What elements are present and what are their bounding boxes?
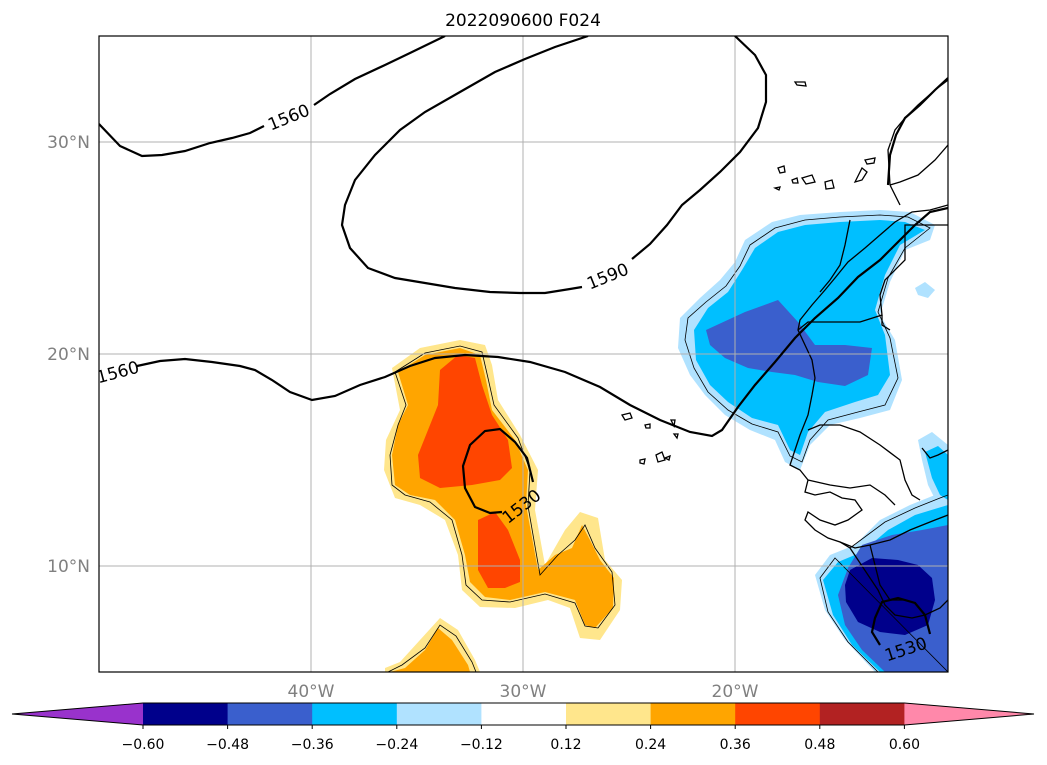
colorbar-segment bbox=[396, 703, 482, 725]
shade-neg-mid bbox=[694, 220, 925, 455]
thin-outline-positive-south bbox=[387, 624, 477, 672]
canary-island-8 bbox=[773, 186, 781, 191]
lon-label-30w: 30°W bbox=[500, 682, 547, 702]
negative-anomaly-region bbox=[678, 210, 948, 672]
colorbar-extend-high bbox=[904, 703, 1034, 725]
canary-island-7 bbox=[864, 157, 876, 165]
cape-verde-1 bbox=[620, 412, 633, 421]
contour-label-1590: 1590 bbox=[584, 260, 632, 295]
cape-verde-7 bbox=[663, 454, 671, 461]
colorbar-extend-low bbox=[12, 703, 143, 725]
thin-outline-positive bbox=[389, 345, 616, 629]
colorbar-tick-label: 0.48 bbox=[804, 737, 835, 753]
coastlines bbox=[620, 79, 948, 619]
cape-verde-4 bbox=[672, 433, 679, 440]
cape-verde-5 bbox=[639, 458, 646, 465]
country-border-iberia bbox=[889, 184, 901, 206]
colorbar-tick-label: −0.60 bbox=[122, 737, 165, 753]
lat-label-10n: 10°N bbox=[47, 557, 90, 577]
thin-outline-negative bbox=[684, 214, 931, 463]
canary-island-5 bbox=[824, 179, 835, 190]
shade-neg-small-patch bbox=[915, 282, 935, 298]
contour-1530-center bbox=[461, 427, 535, 515]
cape-verde-3 bbox=[669, 419, 676, 429]
shade-neg-max bbox=[845, 558, 935, 635]
country-borders-southwest bbox=[839, 514, 948, 549]
country-borders-mauritania bbox=[881, 315, 891, 331]
lon-label-20w: 20°W bbox=[712, 682, 759, 702]
canary-island-6 bbox=[853, 166, 868, 184]
thin-contours bbox=[387, 214, 948, 672]
positive-anomaly-region bbox=[384, 340, 622, 672]
map-title: 2022090600 F024 bbox=[445, 11, 601, 31]
country-borders-south bbox=[869, 544, 905, 601]
western-sahara-border bbox=[819, 219, 851, 293]
country-borders-east bbox=[921, 447, 948, 459]
country-borders-north bbox=[797, 224, 948, 331]
contour-1560-north bbox=[99, 36, 446, 158]
colorbar-tick-label: −0.24 bbox=[375, 737, 418, 753]
cape-verde-6 bbox=[655, 451, 666, 463]
contour-label-1560-west: 1560 bbox=[95, 358, 142, 389]
colorbar-tick-label: 0.12 bbox=[550, 737, 581, 753]
african-coastline bbox=[789, 204, 948, 619]
colorbar-segment bbox=[735, 703, 821, 725]
colorbar-tick-label: −0.12 bbox=[460, 737, 503, 753]
longitude-labels: 40°W 30°W 20°W bbox=[288, 682, 759, 702]
contour-1590-northeast bbox=[886, 77, 948, 186]
colorbar-tick-label: −0.48 bbox=[206, 737, 249, 753]
gridlines bbox=[99, 36, 948, 672]
canary-island-2 bbox=[777, 165, 786, 174]
contour-label-1560-north: 1560 bbox=[265, 101, 313, 136]
map-frame bbox=[98, 35, 949, 673]
colorbar-tick-label: 0.24 bbox=[635, 737, 666, 753]
contour-1590 bbox=[340, 36, 768, 295]
colorbar-segment bbox=[143, 703, 229, 725]
colorbar-tick-label: 0.36 bbox=[720, 737, 751, 753]
lat-label-20n: 20°N bbox=[47, 345, 90, 365]
colorbar-segment bbox=[481, 703, 567, 725]
map-area: 1560 1590 1560 1530 1530 bbox=[95, 36, 948, 672]
shade-pos-mid-south bbox=[390, 628, 470, 672]
shade-pos-high bbox=[418, 355, 512, 488]
country-borders-mali bbox=[807, 424, 921, 501]
shade-neg-mid-east bbox=[925, 446, 948, 500]
thin-outline-negative-se bbox=[819, 494, 948, 672]
shade-pos-high-south bbox=[478, 512, 520, 588]
lat-label-30n: 30°N bbox=[47, 133, 90, 153]
colorbar-tick-label: 0.60 bbox=[889, 737, 920, 753]
latitude-labels: 30°N 20°N 10°N bbox=[47, 133, 90, 577]
canary-island-1 bbox=[793, 81, 807, 87]
height-contours bbox=[99, 36, 948, 646]
contour-1560-south bbox=[136, 206, 948, 438]
canary-island-4 bbox=[800, 174, 816, 185]
colorbar-segment bbox=[566, 703, 652, 725]
colorbar-segment bbox=[650, 703, 736, 725]
colorbar: −0.60 −0.48 −0.36 −0.24 −0.12 0.12 0.24 0.36 0.4… bbox=[11, 702, 1035, 753]
canary-island-3 bbox=[791, 177, 799, 184]
cape-verde-2 bbox=[644, 423, 651, 429]
shade-neg-high bbox=[706, 300, 872, 386]
colorbar-segment bbox=[819, 703, 905, 725]
contour-1530-southeast bbox=[870, 596, 932, 646]
lon-label-40w: 40°W bbox=[288, 682, 335, 702]
senegal-border bbox=[807, 479, 896, 506]
colorbar-segment bbox=[312, 703, 398, 725]
colorbar-segment bbox=[227, 703, 313, 725]
colorbar-tick-label: −0.36 bbox=[291, 737, 334, 753]
